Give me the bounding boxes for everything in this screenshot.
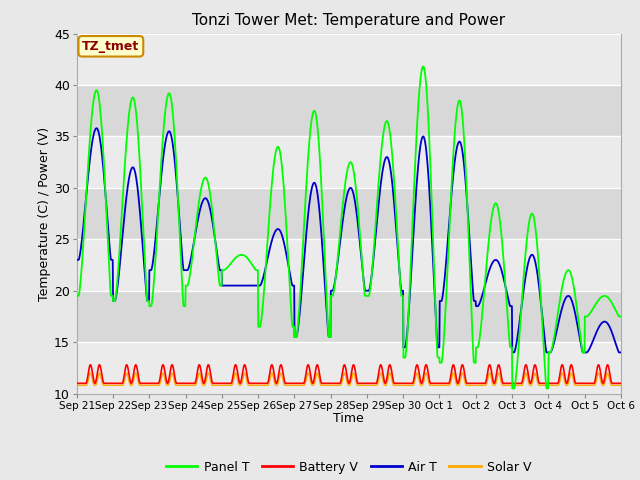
Text: TZ_tmet: TZ_tmet (82, 40, 140, 53)
Air T (93, 125, 100, 131)
Solar V (181, 383, 189, 388)
Solar V (505, 383, 513, 388)
Air T (255, 283, 263, 288)
Title: Tonzi Tower Met: Temperature and Power: Tonzi Tower Met: Temperature and Power (192, 13, 506, 28)
Solar V (86, 370, 94, 376)
Air T (195, 216, 202, 221)
Bar (77, 136, 621, 188)
Air T (434, 344, 442, 349)
Panel T (617, 313, 625, 319)
Line: Battery V: Battery V (77, 365, 621, 384)
Y-axis label: Temperature (C) / Power (V): Temperature (C) / Power (V) (38, 127, 51, 300)
Solar V (434, 383, 442, 388)
Battery V (434, 381, 442, 386)
Solar V (617, 383, 625, 388)
Line: Solar V: Solar V (77, 373, 621, 385)
Bar (77, 188, 621, 240)
Battery V (86, 362, 94, 368)
Bar (77, 342, 621, 394)
Panel T (434, 353, 442, 359)
Line: Air T: Air T (77, 128, 621, 352)
Solar V (255, 383, 263, 388)
Bar (77, 85, 621, 136)
Air T (617, 349, 625, 355)
Bar (77, 34, 621, 85)
Battery V (195, 365, 202, 371)
Air T (553, 327, 561, 333)
Battery V (505, 381, 513, 386)
Panel T (255, 324, 262, 330)
Panel T (553, 317, 561, 323)
Panel T (180, 303, 188, 309)
Battery V (553, 381, 561, 386)
Air T (508, 349, 516, 355)
Bar (77, 240, 621, 291)
Panel T (73, 293, 81, 299)
Panel T (194, 208, 202, 214)
Battery V (181, 381, 189, 386)
Panel T (505, 327, 513, 333)
Battery V (255, 381, 263, 386)
Panel T (508, 385, 516, 391)
Line: Panel T: Panel T (77, 67, 621, 388)
Battery V (73, 381, 81, 386)
Air T (505, 298, 513, 303)
Air T (73, 257, 81, 263)
Panel T (419, 64, 427, 70)
Legend: Panel T, Battery V, Air T, Solar V: Panel T, Battery V, Air T, Solar V (161, 456, 536, 479)
Battery V (617, 381, 625, 386)
Bar (77, 291, 621, 342)
Air T (181, 267, 189, 273)
Solar V (553, 383, 561, 388)
Solar V (73, 383, 81, 388)
X-axis label: Time: Time (333, 412, 364, 425)
Solar V (195, 373, 202, 379)
